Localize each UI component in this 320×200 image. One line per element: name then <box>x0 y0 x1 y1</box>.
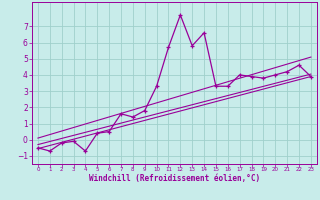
X-axis label: Windchill (Refroidissement éolien,°C): Windchill (Refroidissement éolien,°C) <box>89 174 260 183</box>
